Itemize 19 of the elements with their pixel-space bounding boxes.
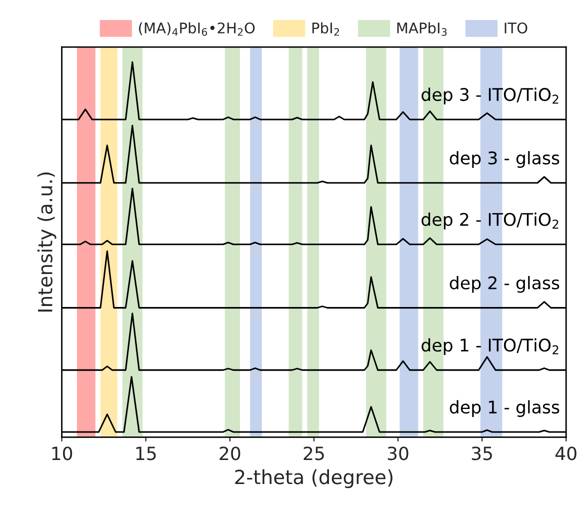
- legend-label: MAPbI$_{3}$: [397, 22, 447, 36]
- x-tick-label: 40: [555, 446, 576, 460]
- x-tick-label: 35: [472, 446, 492, 460]
- x-tick-label: 30: [388, 446, 408, 460]
- legend-label: ITO: [504, 22, 528, 34]
- series-label: dep 1 - glass: [450, 400, 560, 417]
- x-tick-label: 15: [136, 446, 156, 460]
- legend-label: PbI$_{2}$: [312, 22, 339, 36]
- series-label: dep 3 - glass: [450, 151, 560, 168]
- series-label: dep 3 - ITO/TiO$_{2}$: [422, 88, 558, 104]
- series-label: dep 2 - ITO/TiO$_{2}$: [422, 212, 558, 230]
- x-axis-title: 2-theta (degree): [235, 469, 392, 488]
- y-axis-title: Intensity (a.u.): [37, 172, 56, 312]
- x-tick-label: 20: [220, 446, 240, 460]
- legend-label: (MA)$_{4}$PbI$_{6}$•2H$_{2}$O: [139, 22, 255, 36]
- x-tick-label: 10: [52, 446, 72, 460]
- series-label: dep 2 - glass: [450, 276, 560, 293]
- x-tick-label: 25: [304, 446, 324, 460]
- series-label: dep 1 - ITO/TiO$_{2}$: [422, 338, 558, 356]
